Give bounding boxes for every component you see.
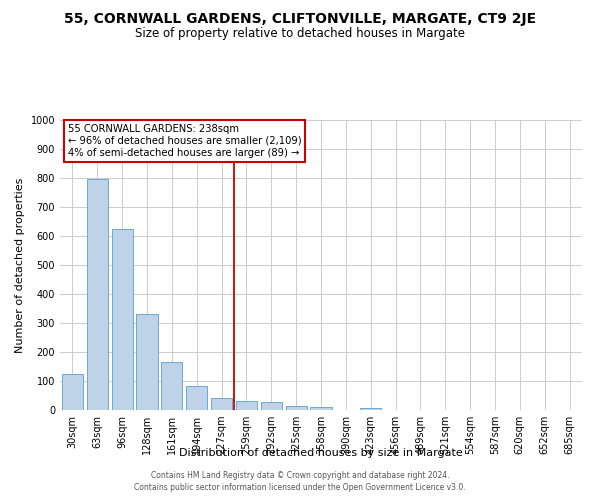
Bar: [261, 402, 282, 410]
Bar: [186, 386, 207, 410]
Y-axis label: Number of detached properties: Number of detached properties: [15, 178, 25, 352]
Text: Distribution of detached houses by size in Margate: Distribution of detached houses by size …: [179, 448, 463, 458]
Bar: [112, 229, 133, 410]
Bar: [286, 406, 307, 410]
Bar: [87, 180, 108, 410]
Bar: [161, 362, 182, 410]
Bar: [62, 374, 83, 410]
Bar: [310, 406, 332, 410]
Text: 55 CORNWALL GARDENS: 238sqm
← 96% of detached houses are smaller (2,109)
4% of s: 55 CORNWALL GARDENS: 238sqm ← 96% of det…: [68, 124, 301, 158]
Bar: [236, 402, 257, 410]
Bar: [360, 408, 381, 410]
Bar: [136, 314, 158, 410]
Text: Contains HM Land Registry data © Crown copyright and database right 2024.
Contai: Contains HM Land Registry data © Crown c…: [134, 471, 466, 492]
Text: 55, CORNWALL GARDENS, CLIFTONVILLE, MARGATE, CT9 2JE: 55, CORNWALL GARDENS, CLIFTONVILLE, MARG…: [64, 12, 536, 26]
Text: Size of property relative to detached houses in Margate: Size of property relative to detached ho…: [135, 28, 465, 40]
Bar: [211, 398, 232, 410]
